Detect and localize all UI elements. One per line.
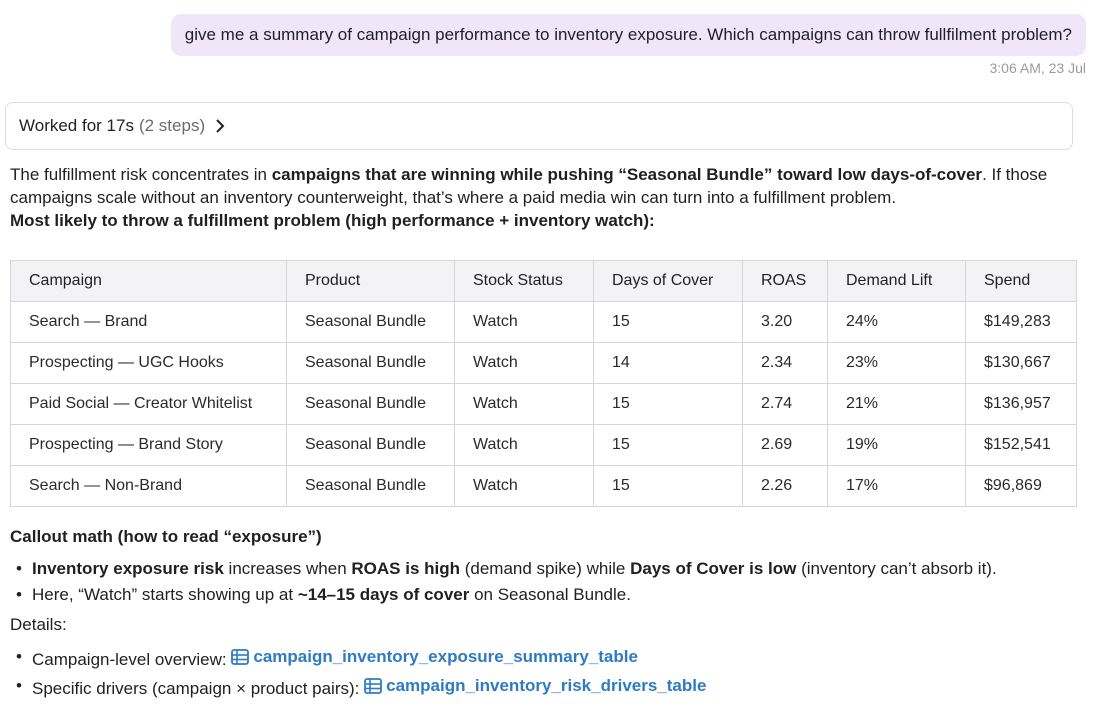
table-cell: 23% <box>827 342 966 384</box>
column-header: Spend <box>965 260 1077 302</box>
table-cell: Watch <box>454 465 594 507</box>
bullet-emphasis: ~14–15 days of cover <box>297 585 470 604</box>
list-item: Specific drivers (campaign × product pai… <box>10 675 1085 700</box>
answer-summary: The fulfillment risk concentrates in cam… <box>10 163 1077 209</box>
column-header: Campaign <box>10 260 287 302</box>
table-cell: Prospecting — UGC Hooks <box>10 342 287 384</box>
callout-title: Callout math (how to read “exposure”) <box>10 527 322 546</box>
link-text[interactable]: campaign_inventory_exposure_summary_tabl… <box>253 647 638 666</box>
table-cell: $136,957 <box>965 383 1077 425</box>
list-item: Here, “Watch” starts showing up at ~14–1… <box>10 584 1085 606</box>
table-cell: 3.20 <box>742 301 828 343</box>
table-cell: Seasonal Bundle <box>286 465 455 507</box>
table-cell: Watch <box>454 301 594 343</box>
table-cell: Paid Social — Creator Whitelist <box>10 383 287 425</box>
details-list: Campaign-level overview: campaign_invent… <box>10 646 1085 700</box>
table-cell: Seasonal Bundle <box>286 383 455 425</box>
column-header: ROAS <box>742 260 828 302</box>
bullet-text: on Seasonal Bundle. <box>469 585 631 604</box>
table-header-row: Campaign Product Stock Status Days of Co… <box>10 260 1077 302</box>
details-item-label: Campaign-level overview: <box>32 650 232 669</box>
message-timestamp: 3:06 AM, 23 Jul <box>989 60 1086 76</box>
details-label: Details: <box>10 615 67 634</box>
worked-steps-toggle[interactable]: Worked for 17s (2 steps) <box>5 102 1073 150</box>
user-message-bubble: give me a summary of campaign performanc… <box>170 14 1086 56</box>
summary-table-link[interactable]: campaign_inventory_exposure_summary_tabl… <box>231 646 638 668</box>
answer-emphasis: campaigns that are winning while pushing… <box>271 165 983 184</box>
table-row: Prospecting — UGC Hooks Seasonal Bundle … <box>10 342 1077 384</box>
table-cell: $130,667 <box>965 342 1077 384</box>
table-cell: $152,541 <box>965 424 1077 466</box>
campaign-risk-table: Campaign Product Stock Status Days of Co… <box>10 260 1077 507</box>
column-header: Stock Status <box>454 260 594 302</box>
column-header: Demand Lift <box>827 260 966 302</box>
table-cell: 2.69 <box>742 424 828 466</box>
table-cell: 14 <box>593 342 743 384</box>
table-cell: 19% <box>827 424 966 466</box>
table-cell: Seasonal Bundle <box>286 301 455 343</box>
table-cell: $149,283 <box>965 301 1077 343</box>
table-row: Prospecting — Brand Story Seasonal Bundl… <box>10 424 1077 466</box>
bullet-text: (demand spike) while <box>460 559 631 578</box>
table-cell: 15 <box>593 383 743 425</box>
bullet-emphasis: ROAS is high <box>351 559 461 578</box>
bullet-emphasis: Days of Cover is low <box>630 559 797 578</box>
table-cell: Seasonal Bundle <box>286 424 455 466</box>
table-cell: 2.26 <box>742 465 828 507</box>
table-cell: 17% <box>827 465 966 507</box>
table-cell: Watch <box>454 342 594 384</box>
chevron-right-icon <box>215 119 229 133</box>
user-message: give me a summary of campaign performanc… <box>170 14 1086 56</box>
table-icon <box>231 649 250 665</box>
answer-text: The fulfillment risk concentrates in <box>10 165 272 184</box>
table-row: Search — Non-Brand Seasonal Bundle Watch… <box>10 465 1077 507</box>
bullet-text: Here, “Watch” starts showing up at <box>32 585 298 604</box>
bullet-text: increases when <box>223 559 352 578</box>
drivers-table-link[interactable]: campaign_inventory_risk_drivers_table <box>364 675 706 697</box>
table-cell: 15 <box>593 465 743 507</box>
table-cell: 24% <box>827 301 966 343</box>
table-row: Search — Brand Seasonal Bundle Watch 15 … <box>10 301 1077 343</box>
answer-text: . If those campaigns scale without an in… <box>10 165 1048 207</box>
list-item: Campaign-level overview: campaign_invent… <box>10 646 1085 671</box>
table-cell: 2.74 <box>742 383 828 425</box>
callout-section: Callout math (how to read “exposure”) In… <box>10 526 1085 704</box>
table-cell: 21% <box>827 383 966 425</box>
worked-steps-count: (2 steps) <box>138 116 206 135</box>
table-cell: Watch <box>454 383 594 425</box>
answer-heading: Most likely to throw a fulfillment probl… <box>10 211 655 230</box>
table-cell: 15 <box>593 301 743 343</box>
table-cell: Prospecting — Brand Story <box>10 424 287 466</box>
table-row: Paid Social — Creator Whitelist Seasonal… <box>10 383 1077 425</box>
assistant-answer: The fulfillment risk concentrates in cam… <box>10 163 1077 232</box>
callout-bullets: Inventory exposure risk increases when R… <box>10 558 1085 606</box>
list-item: Inventory exposure risk increases when R… <box>10 558 1085 580</box>
details-item-label: Specific drivers (campaign × product pai… <box>32 679 365 698</box>
table-cell: 15 <box>593 424 743 466</box>
table-cell: Search — Non-Brand <box>10 465 287 507</box>
bullet-emphasis: Inventory exposure risk <box>32 559 224 578</box>
table-cell: Watch <box>454 424 594 466</box>
table-cell: $96,869 <box>965 465 1077 507</box>
table-cell: Seasonal Bundle <box>286 342 455 384</box>
column-header: Product <box>286 260 455 302</box>
column-header: Days of Cover <box>593 260 743 302</box>
table-icon <box>364 678 383 694</box>
link-text[interactable]: campaign_inventory_risk_drivers_table <box>386 676 707 695</box>
worked-duration-label: Worked for 17s <box>19 116 134 135</box>
table-cell: Search — Brand <box>10 301 287 343</box>
bullet-text: (inventory can’t absorb it). <box>796 559 997 578</box>
table-cell: 2.34 <box>742 342 828 384</box>
